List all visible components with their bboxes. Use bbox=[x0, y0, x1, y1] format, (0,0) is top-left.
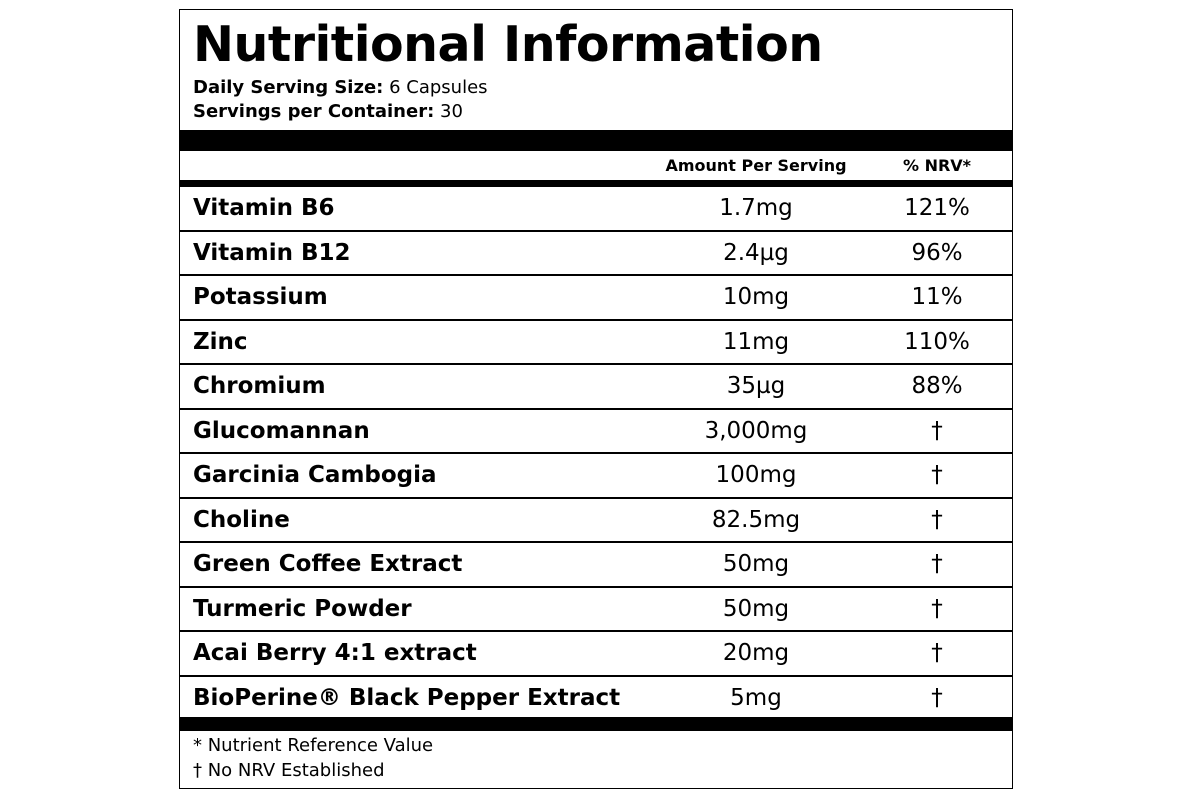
table-row: Chromium 35µg 88% bbox=[180, 365, 1012, 410]
table-row: Vitamin B6 1.7mg 121% bbox=[180, 187, 1012, 232]
servings-per-container: Servings per Container: 30 bbox=[193, 100, 463, 124]
nutrient-amount: 2.4µg bbox=[723, 239, 789, 266]
nutrient-nrv: † bbox=[931, 551, 943, 577]
nutrition-label: Nutritional Information Daily Serving Si… bbox=[179, 9, 1013, 789]
table-row: Green Coffee Extract 50mg † bbox=[180, 543, 1012, 588]
nutrient-nrv: † bbox=[931, 506, 943, 533]
servings-value: 30 bbox=[440, 101, 463, 122]
nutrient-name: Glucomannan bbox=[193, 417, 370, 444]
label-title: Nutritional Information bbox=[193, 16, 823, 73]
nutrient-name: Choline bbox=[193, 506, 290, 533]
nutrient-nrv: † bbox=[931, 684, 943, 711]
nutrient-name: Vitamin B6 bbox=[193, 195, 335, 221]
nutrient-nrv: † bbox=[931, 417, 943, 444]
nutrient-name: Green Coffee Extract bbox=[193, 551, 463, 577]
nutrient-nrv: 121% bbox=[904, 195, 970, 221]
nutrient-name: Vitamin B12 bbox=[193, 239, 351, 266]
table-row: Potassium 10mg 11% bbox=[180, 276, 1012, 321]
header-divider-bar bbox=[180, 180, 1012, 187]
nutrient-name: Acai Berry 4:1 extract bbox=[193, 640, 477, 666]
nutrient-amount: 50mg bbox=[722, 595, 790, 622]
nutrient-nrv: † bbox=[931, 462, 943, 488]
nutrient-amount: 82.5mg bbox=[711, 506, 801, 533]
table-row: BioPerine® Black Pepper Extract 5mg † bbox=[180, 677, 1012, 720]
nutrient-nrv: 11% bbox=[911, 284, 963, 310]
nutrient-amount: 10mg bbox=[722, 284, 790, 310]
nutrient-name: Chromium bbox=[193, 373, 326, 399]
serving-size: Daily Serving Size: 6 Capsules bbox=[193, 76, 488, 100]
column-header-nrv: % NRV* bbox=[902, 156, 972, 175]
nutrient-amount: 50mg bbox=[722, 551, 790, 577]
nutrient-name: Potassium bbox=[193, 284, 328, 310]
table-row: Turmeric Powder 50mg † bbox=[180, 588, 1012, 632]
nutrient-table: Vitamin B6 1.7mg 121% Vitamin B12 2.4µg 96% Po… bbox=[180, 187, 1012, 719]
table-row: Choline 82.5mg † bbox=[180, 499, 1012, 543]
top-divider-bar bbox=[180, 130, 1012, 151]
table-row: Acai Berry 4:1 extract 20mg † bbox=[180, 632, 1012, 677]
footnote-nrv: * Nutrient Reference Value bbox=[193, 735, 434, 756]
nutrient-amount: 1.7mg bbox=[719, 195, 793, 221]
nutrient-nrv: † bbox=[931, 640, 943, 666]
nutrient-nrv: † bbox=[931, 595, 943, 622]
table-row: Zinc 11mg 110% bbox=[180, 321, 1012, 365]
bottom-divider-bar bbox=[180, 717, 1012, 731]
nutrient-name: Garcinia Cambogia bbox=[193, 462, 437, 488]
nutrient-amount: 5mg bbox=[730, 684, 782, 711]
column-header-amount: Amount Per Serving bbox=[665, 156, 847, 175]
nutrient-nrv: 110% bbox=[904, 328, 970, 355]
serving-size-value: 6 Capsules bbox=[389, 77, 488, 98]
nutrient-nrv: 88% bbox=[911, 373, 963, 399]
nutrient-name: Zinc bbox=[193, 328, 248, 355]
nutrient-name: Turmeric Powder bbox=[193, 595, 412, 622]
serving-size-label: Daily Serving Size: bbox=[193, 77, 384, 98]
table-row: Glucomannan 3,000mg † bbox=[180, 410, 1012, 454]
nutrient-amount: 3,000mg bbox=[704, 417, 808, 444]
table-row: Garcinia Cambogia 100mg † bbox=[180, 454, 1012, 499]
nutrient-amount: 35µg bbox=[726, 373, 786, 399]
footnote-dagger: † No NRV Established bbox=[193, 760, 385, 781]
nutrient-nrv: 96% bbox=[911, 239, 963, 266]
servings-label: Servings per Container: bbox=[193, 101, 435, 122]
nutrient-name: BioPerine® Black Pepper Extract bbox=[193, 684, 621, 711]
nutrient-amount: 20mg bbox=[722, 640, 790, 666]
table-row: Vitamin B12 2.4µg 96% bbox=[180, 232, 1012, 276]
nutrient-amount: 100mg bbox=[715, 462, 797, 488]
nutrient-amount: 11mg bbox=[722, 328, 790, 355]
